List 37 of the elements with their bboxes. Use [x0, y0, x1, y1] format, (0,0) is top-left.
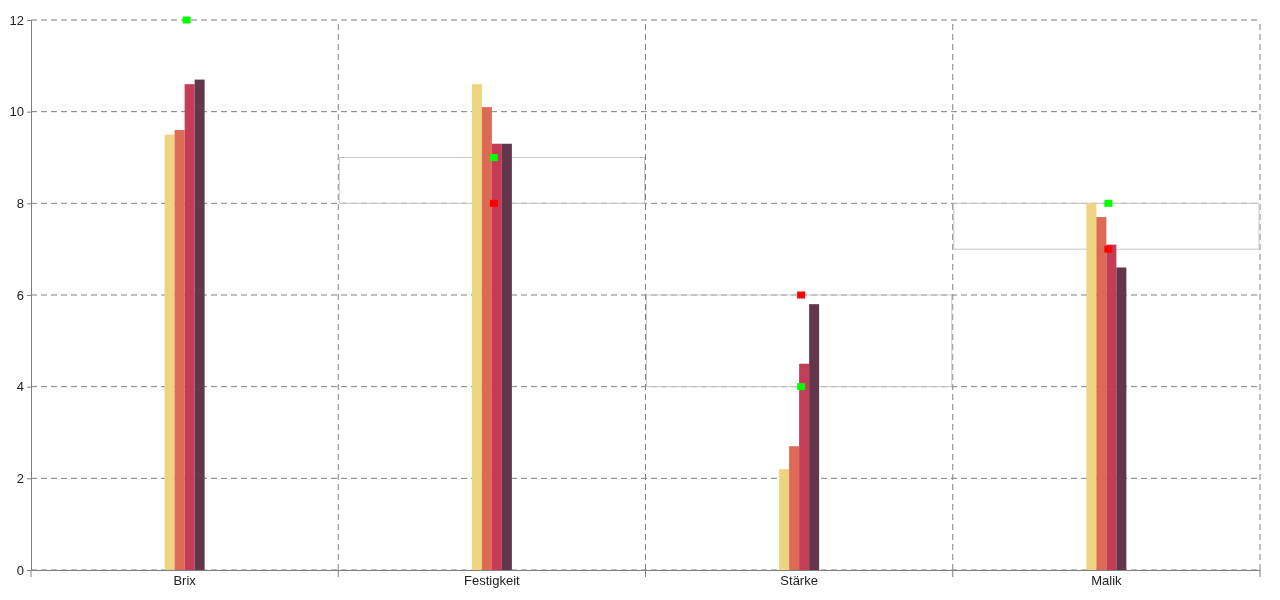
y-tick-label: 0 — [16, 562, 24, 578]
bar — [481, 107, 492, 570]
y-tick-label: 6 — [16, 287, 24, 303]
point — [1104, 199, 1113, 207]
bar — [184, 84, 195, 570]
x-tick-label: Stärke — [780, 572, 818, 588]
point — [489, 154, 498, 161]
point — [489, 199, 498, 207]
point — [182, 16, 191, 24]
bar — [471, 84, 482, 570]
bar — [164, 134, 175, 570]
y-tick-label: 8 — [16, 195, 24, 211]
bar — [338, 157, 645, 204]
bar — [491, 143, 502, 570]
bar — [1096, 217, 1107, 570]
bar — [501, 143, 512, 570]
x-tick-label: Brix — [173, 572, 197, 588]
bar — [1106, 244, 1117, 570]
x-tick-label: Malik — [1091, 572, 1123, 588]
bar — [646, 294, 953, 388]
bar — [1086, 203, 1097, 570]
bar — [809, 304, 820, 570]
bar — [779, 469, 790, 570]
x-tick-label: Festigkeit — [464, 572, 521, 588]
bar — [1116, 267, 1127, 570]
bar — [953, 202, 1260, 250]
y-tick-label: 10 — [9, 104, 24, 120]
y-tick-label: 2 — [16, 470, 24, 486]
y-tick-label: 4 — [16, 379, 24, 395]
y-tick-label: 12 — [9, 12, 24, 28]
point — [797, 291, 806, 299]
bar — [789, 446, 800, 570]
point — [1104, 245, 1113, 253]
bar — [174, 130, 185, 570]
bar — [194, 79, 205, 570]
point — [797, 383, 806, 391]
bar — [799, 363, 810, 570]
